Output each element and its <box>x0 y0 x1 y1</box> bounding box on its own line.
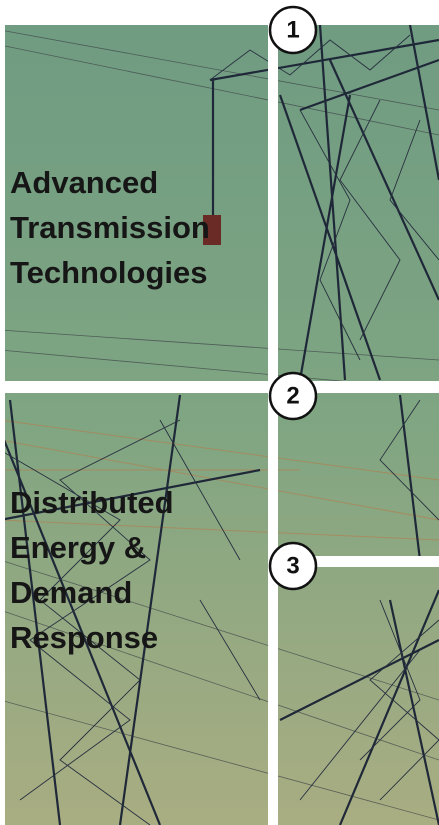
gutter <box>300 556 439 567</box>
panel-label: Energy & <box>10 530 146 565</box>
marker-number: 3 <box>286 553 299 580</box>
panel-label: Demand <box>10 575 132 610</box>
panel-label: Advanced <box>10 165 158 200</box>
gutter <box>0 381 439 393</box>
panel-label: Response <box>10 620 158 655</box>
panel-label: Technologies <box>10 255 208 290</box>
marker-number: 1 <box>286 17 299 44</box>
photo <box>0 0 439 825</box>
panel-label: Distributed <box>10 485 174 520</box>
marker-number: 2 <box>286 383 299 410</box>
gutter <box>0 0 5 825</box>
infographic: Advanced Transmission Technologies Distribu… <box>0 0 439 825</box>
gutter <box>0 0 439 25</box>
panel-label: Transmission <box>10 210 210 245</box>
sky <box>0 0 439 825</box>
